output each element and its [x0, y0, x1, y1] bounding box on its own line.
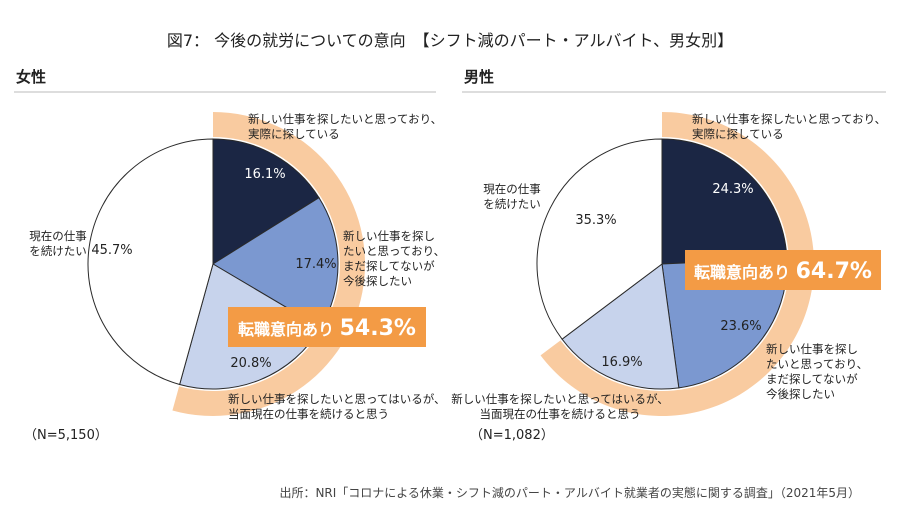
panel-title: 男性	[464, 68, 494, 86]
slice-value-label: 35.3%	[575, 213, 616, 228]
category-annotation: 新しい仕事を探したいと思ってはいるが、当面現在の仕事を続けると思う	[451, 392, 668, 421]
category-annotation: 現在の仕事を続けたい	[29, 229, 87, 258]
slice-value-label: 20.8%	[230, 356, 271, 371]
slice-value-label: 16.1%	[244, 167, 285, 182]
chart-panel-female: 女性 16.1% 17.4% 20.8% 45.7% 新しい仕事を探したいと思っており、実…	[14, 68, 445, 443]
pie-slice	[661, 138, 788, 265]
category-annotation: 新しい仕事を探したいと思っており、実際に探している	[692, 112, 886, 141]
highlight-badge	[228, 307, 426, 347]
category-annotation: 新しい仕事を探したいと思っており、まだ探してないが今後探したい	[343, 229, 445, 288]
slice-value-label: 24.3%	[712, 182, 753, 197]
highlight-badge-text: 転職意向あり 54.3%	[238, 316, 416, 341]
category-annotation: 新しい仕事を探したいと思っており、実際に探している	[248, 112, 442, 141]
slice-value-label: 45.7%	[91, 243, 132, 258]
pie-slice	[212, 138, 320, 265]
slice-value-label: 17.4%	[295, 257, 336, 272]
source-note: 出所：NRI「コロナによる休業・シフト減のパート・アルバイト就業者の実態に関する…	[279, 485, 860, 500]
slice-value-label: 23.6%	[720, 319, 761, 334]
panel-title: 女性	[16, 68, 46, 86]
category-annotation: 現在の仕事を続けたい	[483, 182, 541, 211]
chart-panel-male: 男性 24.3% 23.6% 16.9% 35.3% 新しい仕事を探したいと思っており、実…	[451, 68, 886, 443]
slice-value-label: 16.9%	[601, 355, 642, 370]
highlight-badge-text: 転職意向あり 64.7%	[694, 259, 872, 284]
sample-size-label: （N=1,082）	[470, 428, 554, 443]
category-annotation: 新しい仕事を探したいと思っており、まだ探してないが今後探したい	[766, 342, 868, 401]
pie-slice	[87, 138, 214, 386]
pie-slice	[536, 138, 663, 340]
sample-size-label: （N=5,150）	[24, 428, 108, 443]
figure-title: 図7： 今後の就労についての意向 【シフト減のパート・アルバイト、男女別】	[167, 31, 733, 50]
highlight-badge	[685, 250, 881, 290]
category-annotation: 新しい仕事を探したいと思ってはいるが、当面現在の仕事を続けると思う	[228, 392, 445, 421]
pie-slice	[561, 263, 680, 390]
